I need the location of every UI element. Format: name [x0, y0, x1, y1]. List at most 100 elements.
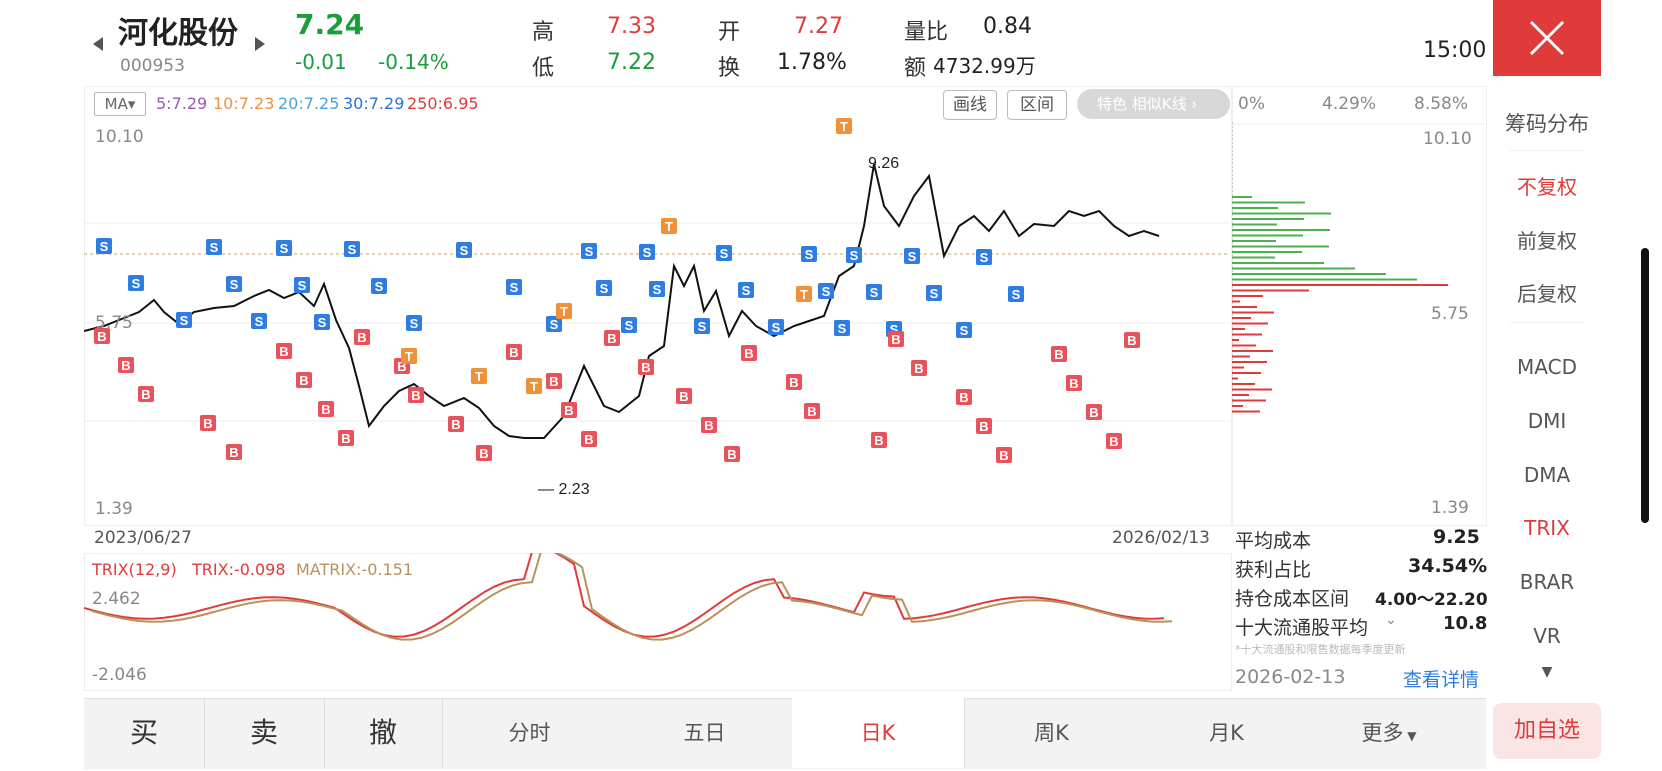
buy-marker: B	[138, 386, 154, 402]
sell-marker: S	[904, 248, 920, 264]
chip-pct-2: 8.58%	[1414, 94, 1469, 114]
svg-text:S: S	[625, 318, 634, 333]
y-axis-min: 1.39	[95, 499, 133, 519]
svg-text:B: B	[397, 359, 406, 374]
view-detail-link[interactable]: 查看详情	[1403, 669, 1480, 691]
cost-range-value: 4.00～22.20	[1375, 590, 1488, 610]
tab-daily-k[interactable]: 日K	[792, 698, 964, 768]
svg-text:T: T	[560, 304, 568, 319]
sell-button[interactable]: 卖	[249, 716, 278, 749]
next-stock-icon[interactable]	[255, 37, 265, 51]
t-marker: T	[526, 378, 542, 394]
sell-marker: S	[506, 279, 522, 295]
chip-bar	[1232, 394, 1249, 396]
svg-text:B: B	[959, 390, 968, 405]
matrix-value: MATRIX:-0.151	[296, 560, 414, 579]
sidebar-item-no-adjust[interactable]: 不复权	[1517, 175, 1577, 199]
current-price: 7.24	[295, 8, 365, 41]
tab-monthly-k[interactable]: 月K	[1209, 721, 1244, 745]
trough-label: — 2.23	[538, 481, 590, 498]
tab-more[interactable]: 更多 ▼	[1314, 698, 1464, 768]
close-icon	[1529, 20, 1565, 56]
chip-bar	[1232, 201, 1305, 204]
buy-marker: B	[1124, 332, 1140, 348]
buy-marker: B	[888, 331, 904, 347]
profit-ratio-value: 34.54%	[1408, 555, 1488, 577]
add-watchlist-button[interactable]: 加自选	[1493, 703, 1601, 759]
sidebar-more-icon[interactable]: ▼	[1541, 664, 1553, 680]
close-button[interactable]	[1493, 0, 1601, 76]
tab-intraday[interactable]: 分时	[508, 721, 551, 745]
svg-text:T: T	[665, 219, 673, 234]
buy-marker: B	[338, 430, 354, 446]
sidebar-item-vr[interactable]: VR	[1533, 624, 1561, 648]
date-end: 2026/02/13	[1112, 528, 1210, 548]
svg-text:S: S	[280, 241, 289, 256]
range-button[interactable]: 区间	[1007, 90, 1067, 120]
sell-marker: S	[128, 275, 144, 291]
svg-text:B: B	[914, 361, 923, 376]
sidebar-item-trix[interactable]: TRIX	[1524, 516, 1570, 540]
chip-bar	[1232, 350, 1273, 352]
buy-button[interactable]: 买	[129, 716, 158, 749]
svg-text:B: B	[607, 331, 616, 346]
buy-marker: B	[200, 415, 216, 431]
similar-kline-button[interactable]: 特色 相似K线 ›	[1077, 89, 1230, 119]
top10-label[interactable]: 十大流通股平均	[1235, 617, 1369, 639]
sell-marker: S	[456, 242, 472, 258]
sell-marker: S	[768, 319, 784, 335]
svg-text:B: B	[564, 403, 573, 418]
svg-text:S: S	[960, 323, 969, 338]
buy-marker: B	[506, 344, 522, 360]
svg-text:B: B	[1127, 333, 1136, 348]
chip-distribution-tab[interactable]: 筹码分布	[1505, 112, 1589, 136]
svg-text:B: B	[141, 387, 150, 402]
chip-bar	[1232, 399, 1266, 402]
svg-text:S: S	[838, 321, 847, 336]
chip-bar	[1232, 366, 1244, 369]
chip-bar	[1232, 300, 1240, 303]
scrollbar[interactable]	[1641, 248, 1649, 523]
svg-text:B: B	[229, 445, 238, 460]
trix-value: TRIX:-0.098	[192, 560, 286, 579]
ma5-value: 5:7.29	[156, 94, 208, 113]
ma20-value: 20:7.25	[278, 94, 340, 113]
trix-panel[interactable]	[84, 553, 1232, 691]
chip-bar	[1232, 229, 1330, 231]
sell-marker: S	[251, 313, 267, 329]
buy-marker: B	[318, 401, 334, 417]
chevron-down-icon[interactable]: ⌄	[1385, 612, 1397, 628]
tab-weekly-k[interactable]: 周K	[1034, 721, 1069, 745]
sell-marker: S	[738, 282, 754, 298]
sidebar-item-dma[interactable]: DMA	[1523, 463, 1571, 487]
svg-text:S: S	[653, 282, 662, 297]
open-value: 7.27	[794, 14, 843, 39]
trade-markers: SSSSSSSSSSSSSSSSSSSSSSSSSSSSSSSSSSSBBBBB…	[94, 118, 1140, 463]
sidebar-item-brar[interactable]: BRAR	[1519, 570, 1575, 594]
sidebar-item-macd[interactable]: MACD	[1517, 355, 1577, 379]
chip-bar	[1232, 317, 1251, 319]
draw-line-button[interactable]: 画线	[943, 90, 997, 120]
svg-text:S: S	[100, 239, 109, 254]
ma10-value: 10:7.23	[213, 94, 275, 113]
sidebar-item-dmi[interactable]: DMI	[1527, 409, 1567, 433]
trix-name: TRIX(12,9)	[92, 560, 177, 579]
cancel-order-button[interactable]: 撤	[368, 716, 397, 749]
prev-stock-icon[interactable]	[93, 37, 103, 51]
buy-marker: B	[786, 374, 802, 390]
sell-marker: S	[716, 245, 732, 261]
sell-marker: S	[294, 277, 310, 293]
svg-text:S: S	[550, 317, 559, 332]
ma-selector[interactable]: MA▾	[94, 92, 146, 116]
chip-bar	[1232, 355, 1250, 358]
chip-bar	[1232, 289, 1309, 292]
vol-ratio-label: 量比	[904, 20, 949, 45]
sell-marker: S	[226, 276, 242, 292]
sell-marker: S	[818, 283, 834, 299]
svg-text:S: S	[870, 285, 879, 300]
sidebar-item-forward-adjust[interactable]: 前复权	[1517, 229, 1577, 253]
tab-five-day[interactable]: 五日	[683, 721, 726, 745]
sell-marker: S	[649, 281, 665, 297]
sidebar-item-backward-adjust[interactable]: 后复权	[1517, 282, 1577, 306]
price-line	[84, 163, 1160, 439]
